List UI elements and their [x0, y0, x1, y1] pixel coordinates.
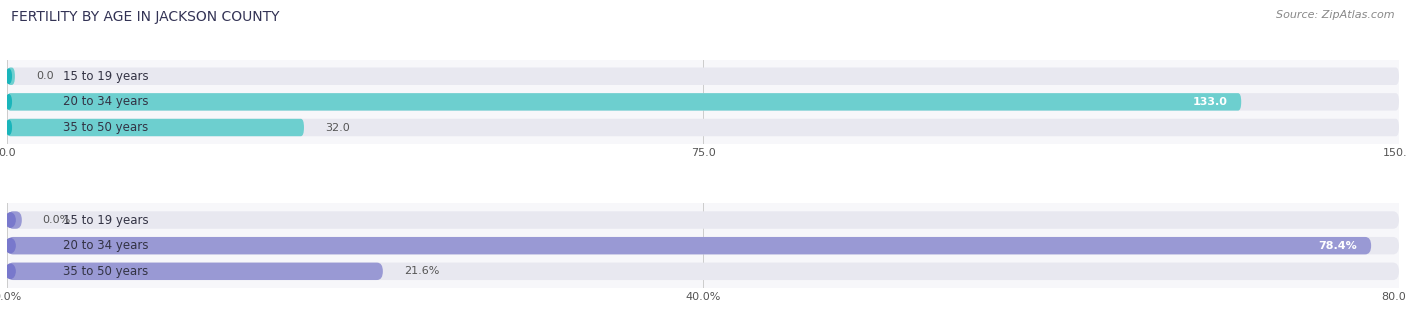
FancyBboxPatch shape	[7, 119, 1399, 136]
Circle shape	[6, 69, 11, 83]
Circle shape	[6, 264, 15, 278]
Text: 78.4%: 78.4%	[1319, 241, 1357, 251]
Text: 35 to 50 years: 35 to 50 years	[63, 265, 148, 278]
Text: 133.0: 133.0	[1192, 97, 1227, 107]
Text: 15 to 19 years: 15 to 19 years	[63, 70, 148, 83]
FancyBboxPatch shape	[7, 237, 1399, 255]
Circle shape	[6, 239, 15, 253]
FancyBboxPatch shape	[7, 68, 1399, 85]
Text: 20 to 34 years: 20 to 34 years	[63, 239, 148, 252]
FancyBboxPatch shape	[7, 262, 382, 280]
FancyBboxPatch shape	[7, 211, 22, 229]
FancyBboxPatch shape	[7, 262, 1399, 280]
FancyBboxPatch shape	[7, 211, 1399, 229]
FancyBboxPatch shape	[7, 237, 1371, 255]
Circle shape	[6, 213, 15, 227]
FancyBboxPatch shape	[7, 68, 15, 85]
FancyBboxPatch shape	[7, 93, 1399, 111]
Text: 20 to 34 years: 20 to 34 years	[63, 95, 148, 108]
Circle shape	[6, 120, 11, 135]
Text: 21.6%: 21.6%	[404, 266, 439, 276]
Circle shape	[6, 95, 11, 109]
Text: 0.0%: 0.0%	[42, 215, 70, 225]
Text: FERTILITY BY AGE IN JACKSON COUNTY: FERTILITY BY AGE IN JACKSON COUNTY	[11, 10, 280, 24]
FancyBboxPatch shape	[7, 93, 1241, 111]
FancyBboxPatch shape	[7, 119, 304, 136]
Text: 0.0: 0.0	[35, 71, 53, 81]
Text: 35 to 50 years: 35 to 50 years	[63, 121, 148, 134]
Text: 15 to 19 years: 15 to 19 years	[63, 213, 148, 226]
Text: 32.0: 32.0	[325, 122, 350, 132]
Text: Source: ZipAtlas.com: Source: ZipAtlas.com	[1277, 10, 1395, 20]
